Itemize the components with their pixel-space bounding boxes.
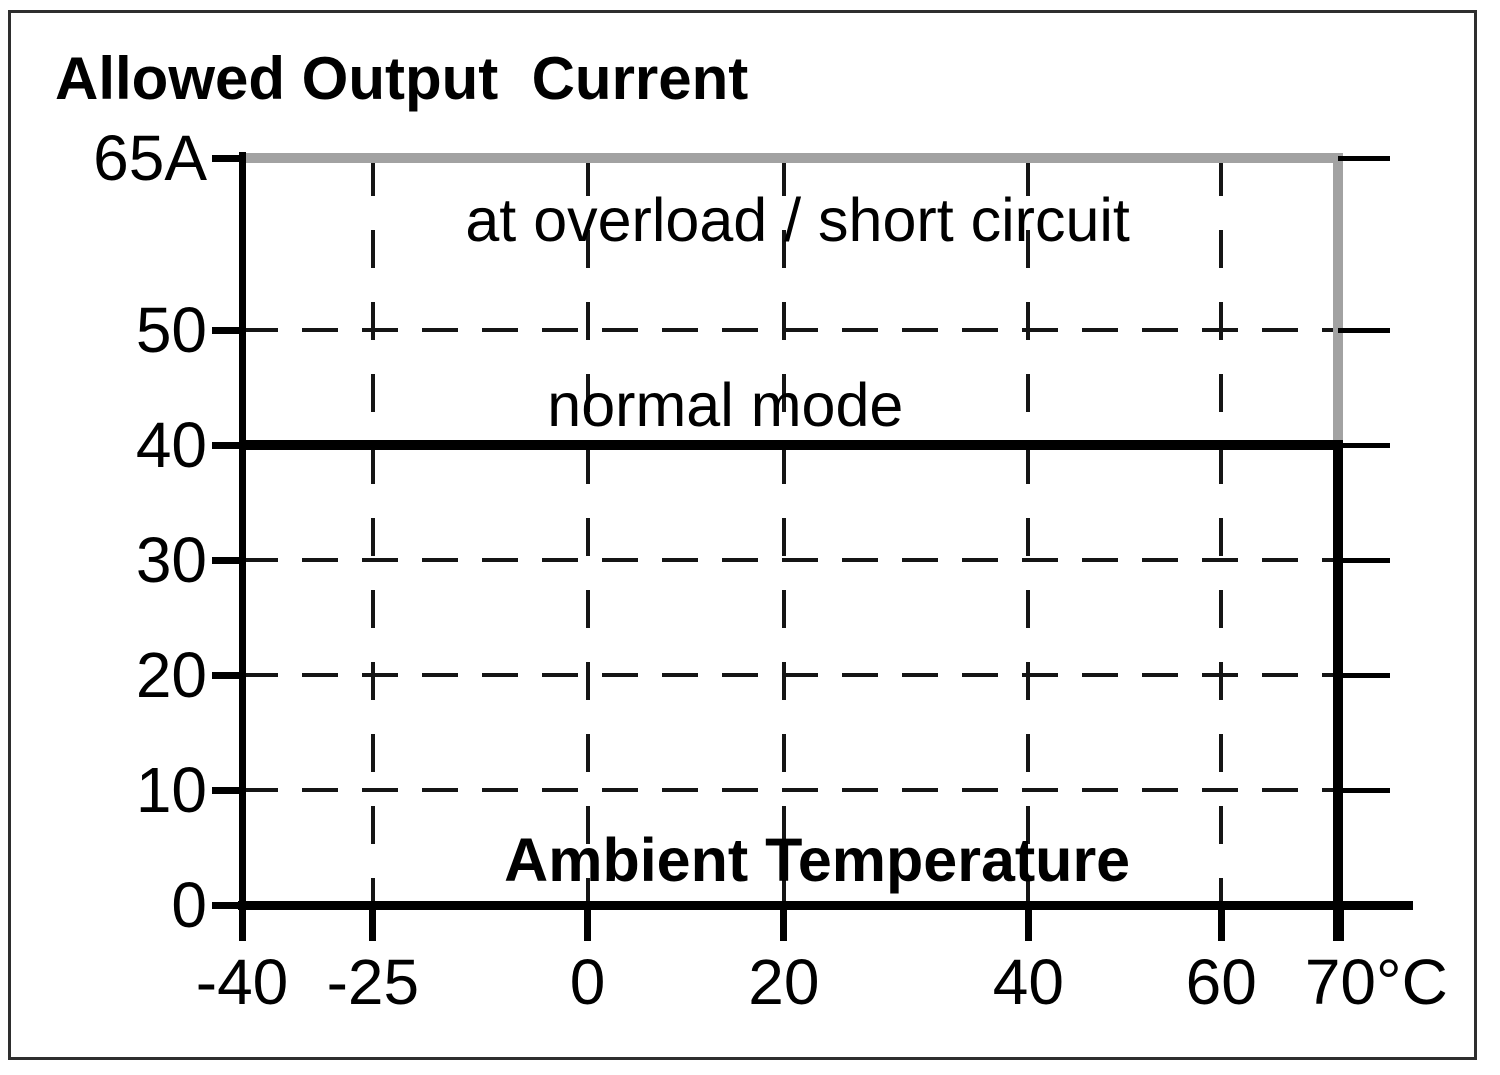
series-segment-at-overload-short-circuit <box>242 153 1344 163</box>
y-tick-left <box>212 786 246 794</box>
y-axis-line <box>239 152 246 940</box>
v-gridline <box>1026 158 1031 905</box>
x-tick-label: -40 <box>195 946 289 1018</box>
v-gridline <box>781 158 786 905</box>
h-gridline <box>242 558 1390 563</box>
y-tick-right <box>1338 327 1390 333</box>
y-tick-label: 10 <box>135 754 207 827</box>
x-tick <box>1332 905 1344 941</box>
x-tick <box>369 905 377 941</box>
h-gridline <box>242 328 1390 333</box>
y-tick-label: 50 <box>135 294 207 367</box>
y-tick-label: 65A <box>93 122 207 194</box>
y-tick-left <box>212 556 246 564</box>
y-tick-left <box>212 326 246 334</box>
y-tick-label: 0 <box>171 869 207 941</box>
y-tick-left <box>212 441 246 449</box>
y-tick-right <box>1338 155 1390 161</box>
x-axis-line <box>238 901 1413 910</box>
v-gridline <box>1219 158 1224 905</box>
x-tick-label: 20 <box>748 946 820 1018</box>
y-tick-left <box>212 901 246 909</box>
y-tick-label: 40 <box>135 409 207 482</box>
v-gridline <box>370 158 375 905</box>
annotation-normal-mode: normal mode <box>547 371 904 440</box>
annotation-at-overload-short-circuit: at overload / short circuit <box>465 186 1130 254</box>
series-segment-at-overload-short-circuit <box>1333 153 1344 451</box>
chart-title: Allowed Output Current <box>55 45 749 112</box>
y-tick-right <box>1338 557 1390 563</box>
y-tick-right <box>1338 672 1390 678</box>
figure-border <box>8 10 1477 1060</box>
v-gridline <box>585 158 590 905</box>
y-tick-right <box>1338 787 1390 793</box>
x-tick <box>584 905 592 941</box>
y-tick-left <box>212 154 246 162</box>
x-tick <box>238 905 246 941</box>
y-tick-right <box>1338 442 1390 448</box>
x-tick-label: -25 <box>326 946 420 1018</box>
x-tick <box>780 905 788 941</box>
h-gridline <box>242 673 1390 678</box>
x-tick <box>1217 905 1225 941</box>
y-tick-left <box>212 671 246 679</box>
h-gridline <box>242 788 1390 793</box>
x-tick-label: 60 <box>1185 946 1257 1018</box>
annotation-ambient-temperature: Ambient Temperature <box>504 826 1131 895</box>
y-tick-label: 30 <box>135 524 207 597</box>
x-tick-label: 0 <box>569 946 606 1018</box>
y-tick-label: 20 <box>135 639 207 712</box>
x-tick-label: 70°C <box>1304 946 1448 1018</box>
x-tick-label: 40 <box>992 946 1064 1018</box>
series-segment-normal-mode <box>242 440 1344 451</box>
x-tick <box>1024 905 1032 941</box>
